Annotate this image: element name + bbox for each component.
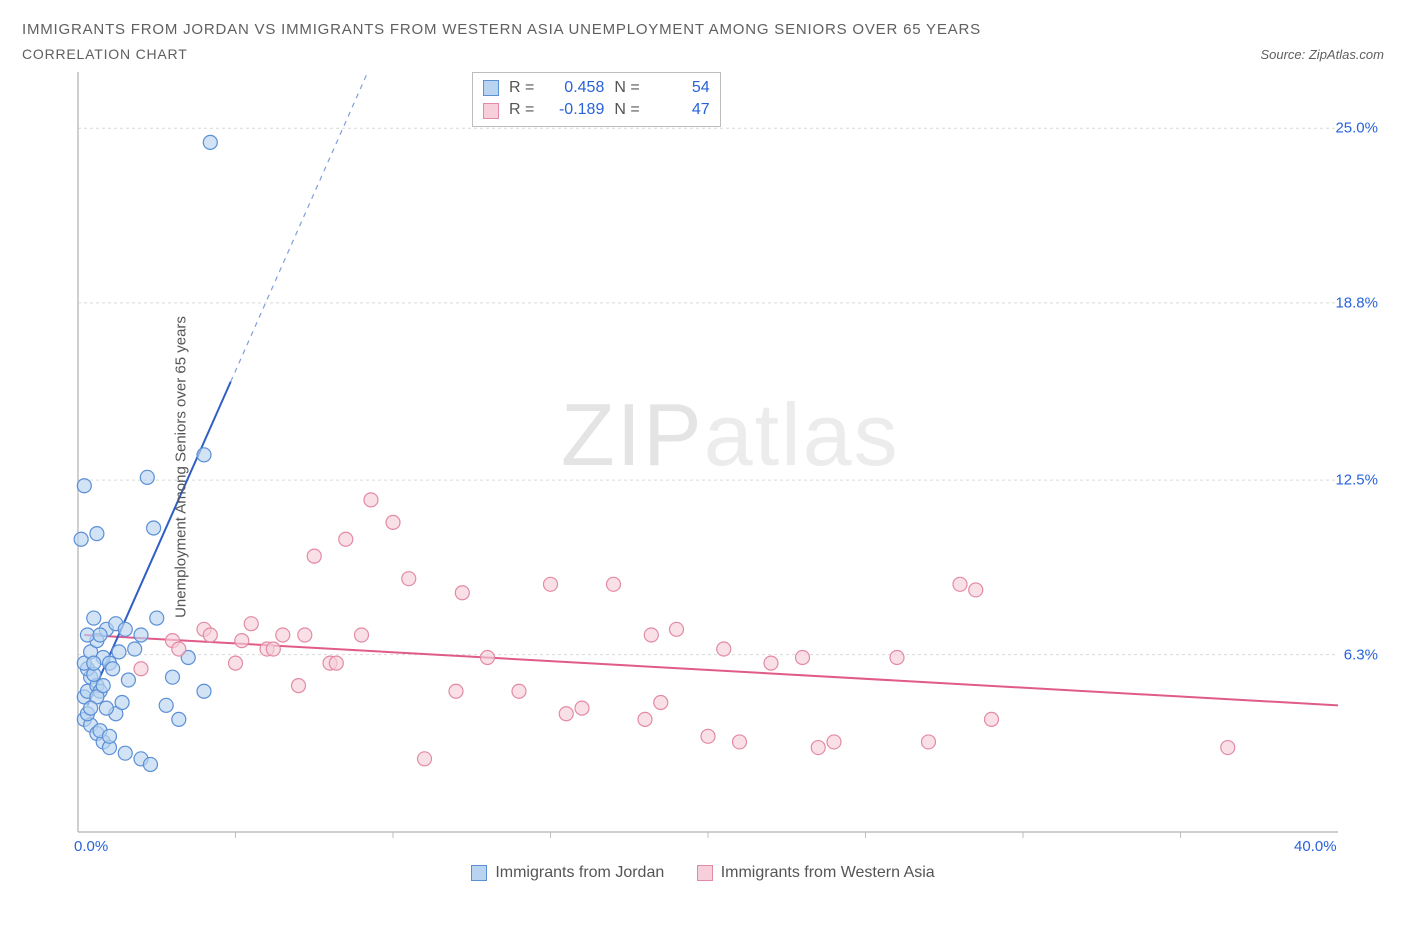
y-tick-label: 12.5% bbox=[1335, 472, 1378, 489]
bottom-legend: Immigrants from Jordan Immigrants from W… bbox=[22, 864, 1384, 886]
stats-row-western-asia: R = -0.189 N = 47 bbox=[483, 99, 710, 121]
chart-area: Unemployment Among Seniors over 65 years… bbox=[22, 72, 1384, 862]
chart-subtitle: CORRELATION CHART bbox=[22, 46, 188, 62]
y-tick-label: 25.0% bbox=[1335, 120, 1378, 137]
scatter-plot-svg bbox=[22, 72, 1398, 852]
x-tick-label: 40.0% bbox=[1294, 838, 1337, 855]
stats-row-jordan: R = 0.458 N = 54 bbox=[483, 77, 710, 99]
swatch-icon bbox=[697, 865, 713, 881]
swatch-icon bbox=[483, 80, 499, 96]
legend-item-jordan: Immigrants from Jordan bbox=[471, 864, 664, 882]
legend-item-western-asia: Immigrants from Western Asia bbox=[697, 864, 935, 882]
swatch-icon bbox=[483, 103, 499, 119]
y-axis-label: Unemployment Among Seniors over 65 years bbox=[172, 316, 189, 618]
source-attribution: Source: ZipAtlas.com bbox=[1260, 47, 1384, 62]
x-tick-label: 0.0% bbox=[74, 838, 108, 855]
y-tick-label: 6.3% bbox=[1344, 646, 1378, 663]
chart-title: IMMIGRANTS FROM JORDAN VS IMMIGRANTS FRO… bbox=[22, 18, 1384, 42]
swatch-icon bbox=[471, 865, 487, 881]
y-tick-label: 18.8% bbox=[1335, 294, 1378, 311]
correlation-stats-box: R = 0.458 N = 54 R = -0.189 N = 47 bbox=[472, 72, 721, 127]
